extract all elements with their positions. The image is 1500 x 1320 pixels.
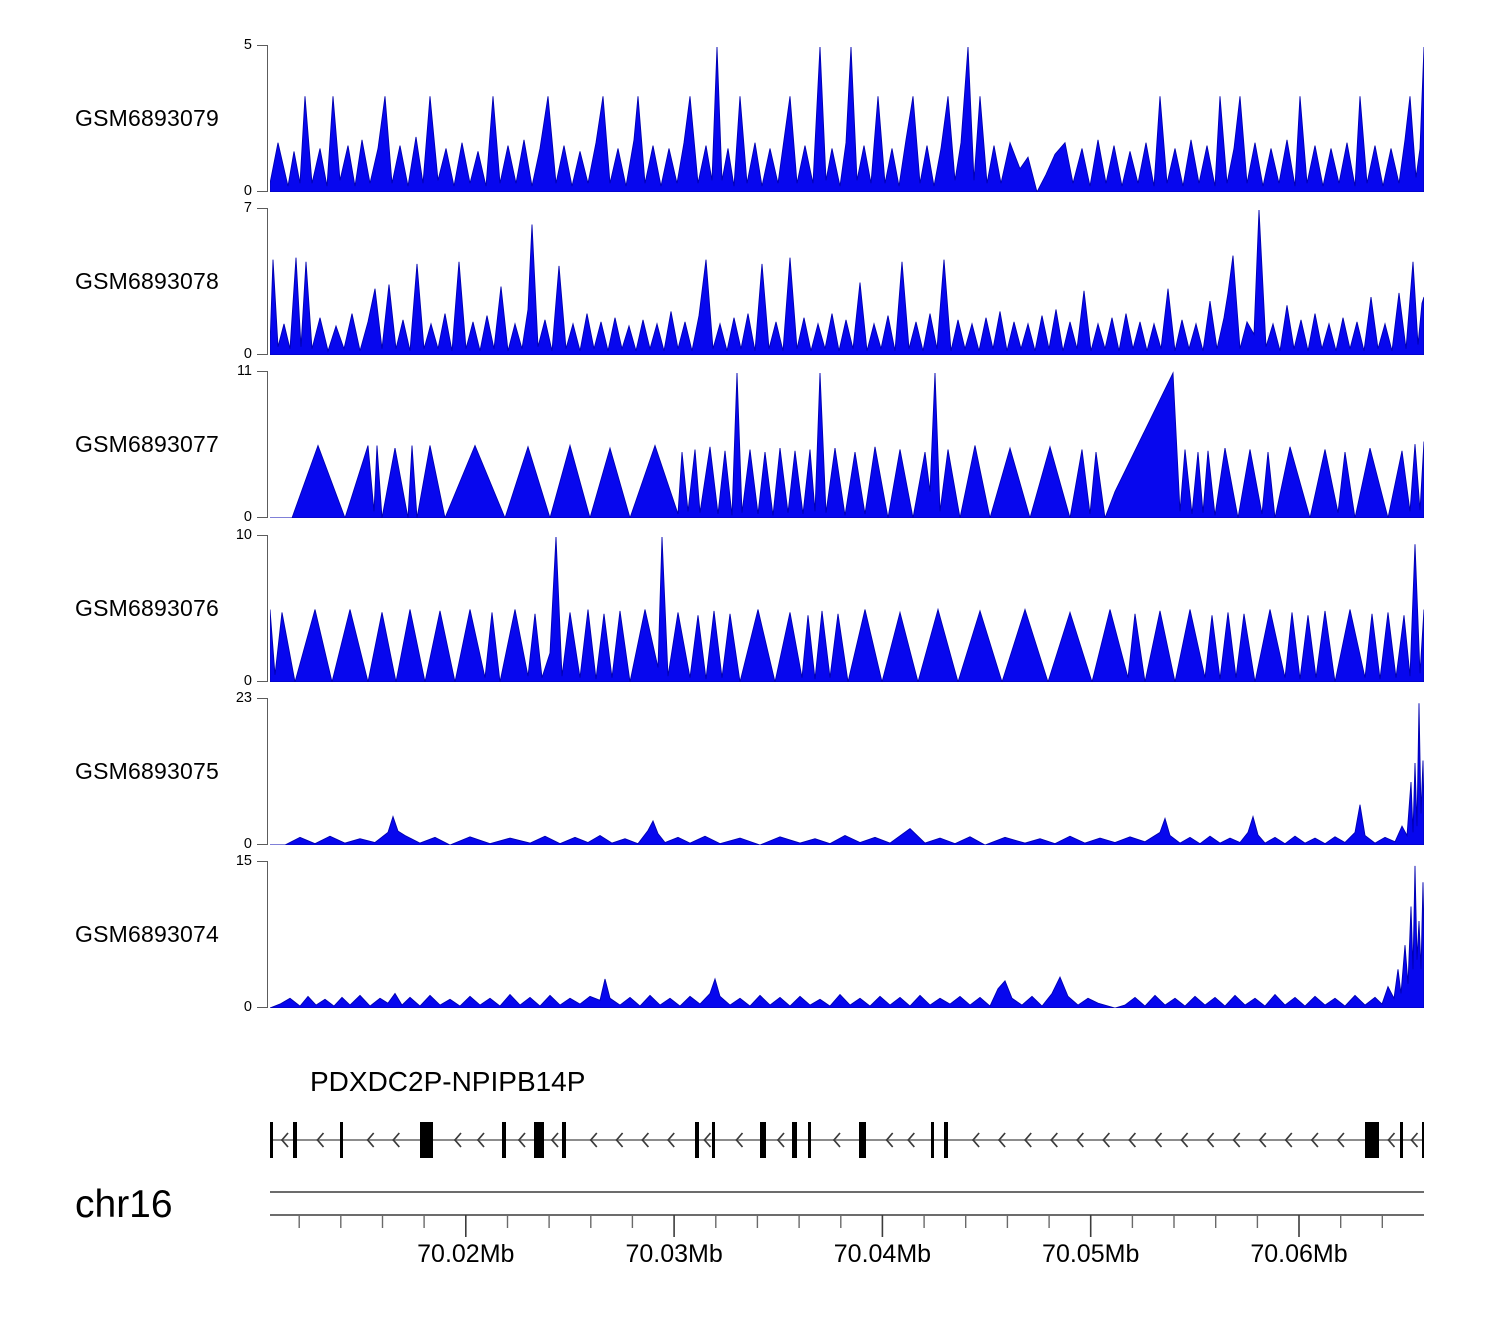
y-axis-max-label: 7 (243, 200, 252, 216)
axis-tick-label-70.03Mb: 70.03Mb (625, 1240, 723, 1268)
track-label-GSM6893074: GSM6893074 (75, 920, 219, 947)
y-axis-max-label: 23 (235, 690, 252, 706)
gene-model-svg (270, 1122, 1424, 1158)
y-axis-min-label: 0 (243, 999, 252, 1015)
y-axis-max-label: 15 (235, 853, 252, 869)
axis-tick-label-70.02Mb: 70.02Mb (417, 1240, 515, 1268)
y-axis-min-label: 0 (243, 836, 252, 852)
y-axis-bracket (257, 371, 268, 518)
chromosome-label: chr16 (75, 1183, 173, 1226)
track-label-GSM6893075: GSM6893075 (75, 757, 219, 784)
y-axis-max-label: 5 (243, 37, 252, 53)
coverage-area-GSM6893074 (270, 865, 1424, 1008)
coverage-area-GSM6893075 (270, 703, 1424, 845)
y-axis-min-label: 0 (243, 673, 252, 689)
coverage-area-GSM6893076 (270, 536, 1424, 682)
y-axis-min-label: 0 (243, 346, 252, 362)
coverage-area-GSM6893078 (270, 209, 1424, 355)
track-label-GSM6893079: GSM6893079 (75, 104, 219, 131)
y-axis-bracket (257, 698, 268, 845)
track-label-GSM6893078: GSM6893078 (75, 267, 219, 294)
track-label-GSM6893077: GSM6893077 (75, 430, 219, 457)
genome-axis-svg (270, 1191, 1424, 1237)
track-label-GSM6893076: GSM6893076 (75, 594, 219, 621)
y-axis-min-label: 0 (243, 509, 252, 525)
y-axis-bracket (257, 45, 268, 192)
y-axis-bracket (257, 535, 268, 682)
axis-tick-label-70.05Mb: 70.05Mb (1042, 1240, 1140, 1268)
y-axis-bracket (257, 861, 268, 1008)
y-axis-bracket (257, 208, 268, 355)
gene-name-label: PDXDC2P-NPIPB14P (310, 1066, 586, 1097)
coverage-area-GSM6893077 (270, 371, 1424, 518)
y-axis-max-label: 10 (235, 527, 252, 543)
axis-tick-label-70.06Mb: 70.06Mb (1250, 1240, 1348, 1268)
coverage-area-GSM6893079 (270, 46, 1424, 192)
y-axis-max-label: 11 (236, 363, 252, 379)
axis-tick-label-70.04Mb: 70.04Mb (833, 1240, 932, 1268)
y-axis-min-label: 0 (243, 183, 252, 199)
